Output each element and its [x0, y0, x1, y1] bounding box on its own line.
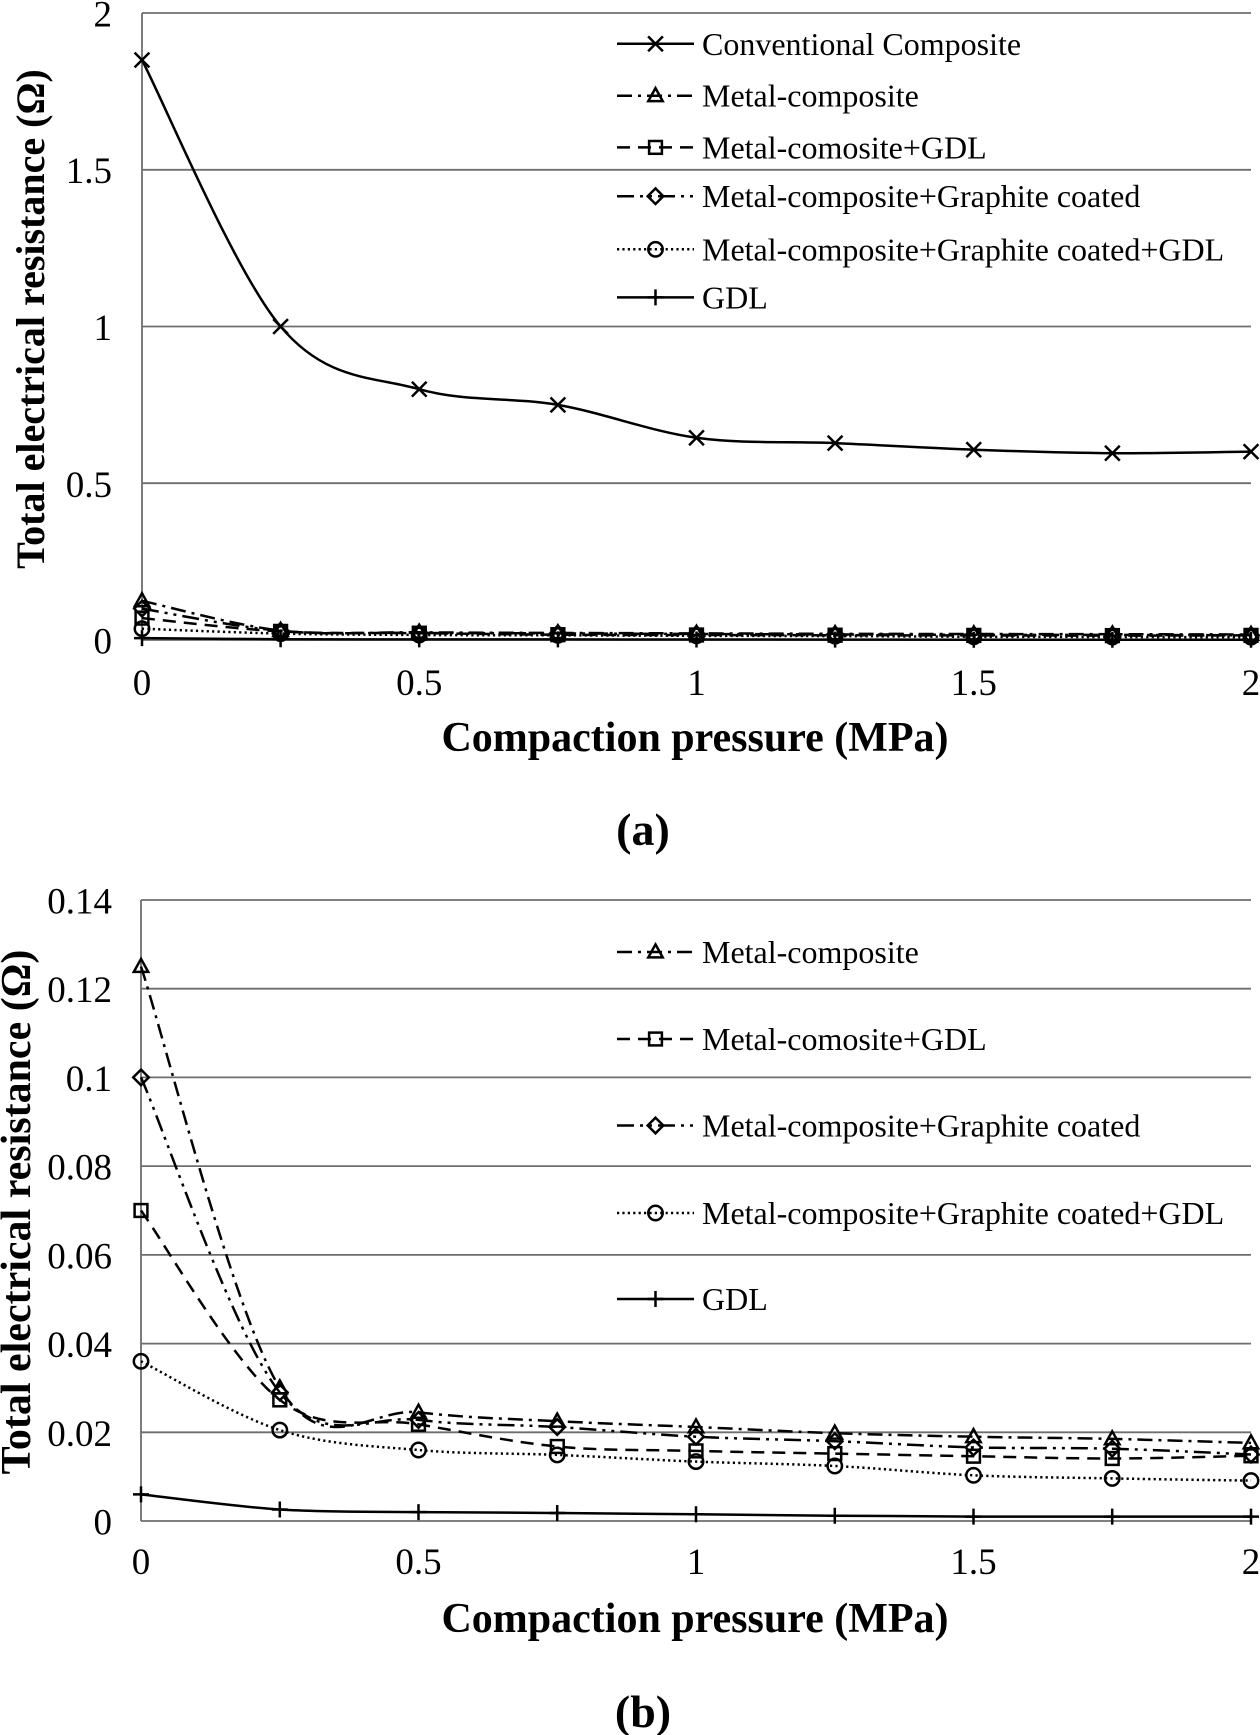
svg-text:0: 0 — [94, 1503, 113, 1544]
svg-text:Metal-composite+Graphite coate: Metal-composite+Graphite coated+GDL — [702, 1195, 1224, 1231]
svg-text:0: 0 — [133, 663, 152, 704]
svg-text:1.5: 1.5 — [951, 663, 997, 704]
svg-text:1: 1 — [94, 308, 113, 349]
svg-text:2: 2 — [1242, 663, 1260, 704]
svg-text:Metal-comosite+GDL: Metal-comosite+GDL — [702, 1021, 987, 1057]
svg-text:0.02: 0.02 — [47, 1414, 112, 1455]
svg-text:Metal-composite: Metal-composite — [702, 934, 919, 970]
svg-text:2: 2 — [1242, 1542, 1260, 1583]
svg-text:Total electrical resistance (Ω: Total electrical resistance (Ω) — [0, 950, 40, 1475]
svg-text:Metal-composite: Metal-composite — [702, 78, 919, 114]
svg-text:Compaction pressure (MPa): Compaction pressure (MPa) — [441, 715, 948, 761]
svg-text:0: 0 — [94, 622, 113, 663]
svg-text:2: 2 — [94, 0, 113, 36]
svg-text:Metal-comosite+GDL: Metal-comosite+GDL — [702, 129, 987, 165]
svg-text:1.5: 1.5 — [66, 151, 112, 192]
svg-text:0.5: 0.5 — [396, 663, 442, 704]
svg-text:0.04: 0.04 — [47, 1325, 112, 1366]
svg-text:1.5: 1.5 — [950, 1542, 996, 1583]
svg-text:1: 1 — [687, 663, 706, 704]
svg-text:Metal-composite+Graphite coate: Metal-composite+Graphite coated — [702, 1108, 1140, 1144]
svg-text:GDL: GDL — [702, 1281, 768, 1317]
svg-text:Conventional Composite: Conventional Composite — [702, 26, 1021, 62]
svg-text:0.12: 0.12 — [47, 970, 112, 1011]
svg-text:Metal-composite+Graphite coate: Metal-composite+Graphite coated+GDL — [702, 231, 1224, 267]
svg-text:0.08: 0.08 — [47, 1148, 112, 1189]
svg-text:0.14: 0.14 — [47, 882, 112, 923]
svg-text:(b): (b) — [615, 1686, 671, 1735]
svg-text:Total electrical resistance (Ω: Total electrical resistance (Ω) — [8, 69, 53, 569]
svg-text:0: 0 — [132, 1542, 151, 1583]
svg-text:1: 1 — [687, 1542, 706, 1583]
svg-text:(a): (a) — [616, 804, 670, 855]
svg-text:0.06: 0.06 — [47, 1236, 112, 1277]
svg-text:0.5: 0.5 — [66, 465, 112, 506]
svg-text:Compaction pressure (MPa): Compaction pressure (MPa) — [441, 1596, 948, 1642]
svg-text:0.5: 0.5 — [395, 1542, 441, 1583]
svg-text:Metal-composite+Graphite coate: Metal-composite+Graphite coated — [702, 178, 1140, 214]
svg-text:GDL: GDL — [702, 279, 768, 315]
svg-text:0.1: 0.1 — [66, 1059, 112, 1100]
